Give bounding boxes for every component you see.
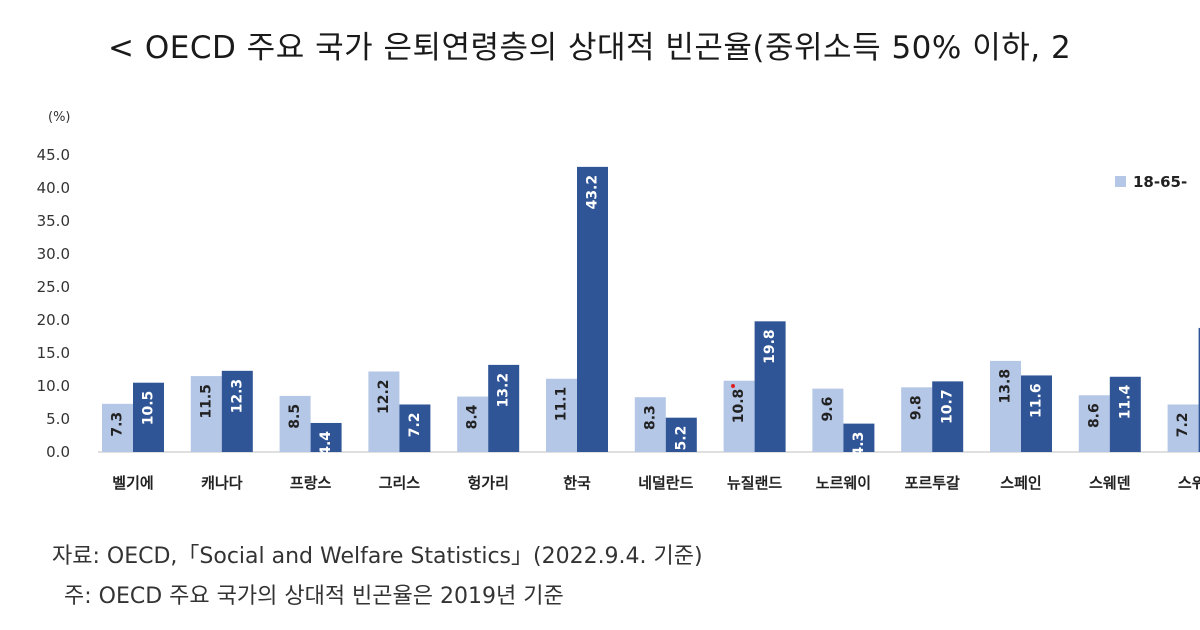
bar-s1-5: [546, 378, 577, 452]
value-label-s2-5: 43.2: [585, 175, 601, 210]
bar-s1-2: [279, 395, 311, 452]
bar-s1-3: [368, 371, 400, 452]
bars-group: [102, 166, 1200, 452]
bar-s2-6: [665, 417, 697, 452]
value-label-s2-10: 11.6: [1029, 383, 1045, 418]
category-label-10: 스페인: [1000, 474, 1041, 492]
category-label-0: 벨기에: [112, 474, 153, 492]
value-label-s1-5: 11.1: [554, 387, 570, 422]
value-label-s2-11: 11.4: [1117, 385, 1133, 420]
value-label-s1-2: 8.5: [287, 404, 303, 429]
legend-swatch-series-1: [1115, 176, 1126, 187]
category-labels-group: 벨기에 캐나다 프랑스 그리스 헝가리 한국 네덜란드 뉴질랜드 노르웨이 포르투갈 스페인 스웨덴 스…: [112, 474, 1200, 492]
category-label-11: 스웨덴: [1089, 474, 1130, 492]
y-tick-label-2: 10.0: [37, 377, 70, 395]
y-tick-label-6: 30.0: [37, 245, 70, 263]
red-dot-marker: [731, 384, 735, 388]
y-tick-label-1: 5.0: [46, 410, 70, 428]
value-label-s1-10: 13.8: [998, 369, 1014, 404]
bar-chart: (%) 0.0 5.0 10.0 15.0 20.0 25.0 30.0 35.0 40.0 45…: [37, 110, 1200, 492]
y-tick-label-4: 20.0: [37, 311, 70, 329]
value-label-s1-4: 8.4: [465, 404, 481, 429]
value-label-s1-3: 12.2: [376, 379, 392, 414]
category-label-2: 프랑스: [290, 474, 332, 492]
bar-s2-11: [1109, 376, 1141, 452]
value-label-s2-8: 4.3: [851, 432, 867, 457]
bar-s2-2: [310, 422, 342, 452]
value-label-s1-8: 9.6: [820, 397, 836, 422]
value-label-s1-6: 8.3: [642, 405, 658, 430]
bar-s1-1: [190, 376, 222, 452]
footnote: 주: OECD 주요 국가의 상대적 빈곤율은 2019년 기준: [64, 584, 564, 609]
category-label-4: 헝가리: [467, 474, 508, 492]
bar-s2-7: [754, 321, 786, 452]
category-label-1: 캐나다: [201, 474, 243, 492]
bar-s1-4: [457, 396, 489, 452]
bar-s2-3: [399, 404, 431, 452]
bar-s2-0: [133, 382, 164, 452]
value-labels-group: 7.3 10.5 11.5 12.3 8.5 4.4 12.2 7.2 8.4 13.2 11.1 4…: [110, 175, 1192, 457]
bar-s1-11: [1078, 395, 1110, 452]
value-label-s2-7: 19.8: [762, 329, 778, 364]
bar-s1-8: [812, 388, 844, 452]
bar-s2-9: [932, 381, 964, 452]
y-tick-label-0: 0.0: [46, 443, 70, 461]
bar-s2-10: [1021, 375, 1052, 452]
bar-s1-10: [990, 360, 1021, 452]
y-tick-label-5: 25.0: [37, 278, 70, 296]
value-label-s2-9: 10.7: [940, 389, 956, 424]
value-label-s2-2: 4.4: [318, 431, 334, 456]
legend-label-series-1: 18-65-: [1133, 173, 1187, 191]
category-label-6: 네덜란드: [638, 474, 693, 492]
bar-s2-12: [1198, 327, 1200, 452]
category-label-8: 노르웨이: [816, 474, 871, 492]
category-label-5: 한국: [563, 474, 591, 492]
bar-s2-4: [488, 364, 520, 452]
y-tick-label-3: 15.0: [37, 344, 70, 362]
value-label-s1-11: 8.6: [1086, 403, 1102, 428]
bar-s1-9: [901, 387, 933, 452]
bar-s2-5: [577, 166, 608, 452]
bar-s2-1: [221, 370, 253, 452]
bar-s2-8: [843, 423, 875, 452]
value-label-s1-0: 7.3: [110, 412, 126, 437]
y-tick-label-8: 40.0: [37, 179, 70, 197]
category-label-12: 스위스: [1178, 474, 1200, 492]
bar-s1-12: [1167, 404, 1199, 452]
legend: 18-65-: [1115, 173, 1187, 191]
value-label-s2-3: 7.2: [407, 412, 423, 437]
chart-title: < OECD 주요 국가 은퇴연령층의 상대적 빈곤율(중위소득 50% 이하,…: [108, 30, 1072, 66]
value-label-s1-12: 7.2: [1175, 412, 1191, 437]
category-label-3: 그리스: [379, 474, 421, 492]
y-tick-label-7: 35.0: [37, 212, 70, 230]
value-label-s1-9: 9.8: [909, 395, 925, 420]
bar-s1-6: [634, 397, 666, 452]
value-label-s2-6: 5.2: [673, 426, 689, 451]
value-label-s1-7: 10.8: [731, 389, 747, 424]
category-label-7: 뉴질랜드: [727, 474, 782, 492]
value-label-s2-0: 10.5: [141, 391, 157, 426]
category-label-9: 포르투갈: [905, 474, 960, 492]
y-axis-ticks: 0.0 5.0 10.0 15.0 20.0 25.0 30.0 35.0 40.0 45.0: [37, 146, 70, 461]
value-label-s2-1: 12.3: [229, 379, 245, 414]
bar-s1-0: [102, 403, 133, 452]
y-tick-label-9: 45.0: [37, 146, 70, 164]
value-label-s2-4: 13.2: [496, 373, 512, 408]
source-note: 자료: OECD,「Social and Welfare Statistics」…: [52, 544, 703, 569]
value-label-s1-1: 11.5: [198, 384, 214, 419]
y-axis-unit: (%): [48, 110, 71, 125]
bar-s1-7: [723, 380, 755, 452]
